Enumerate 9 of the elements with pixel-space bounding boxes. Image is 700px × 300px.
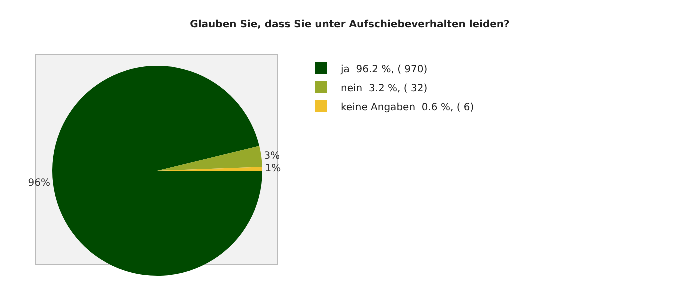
legend-label: keine Angaben 0.6 %, ( 6) bbox=[341, 102, 474, 114]
pie-slice bbox=[52, 66, 262, 276]
data-label: 1% bbox=[265, 164, 282, 175]
data-label: 3% bbox=[264, 150, 280, 162]
legend-label: ja 96.2 %, ( 970) bbox=[340, 64, 428, 76]
chart-title: Glauben Sie, dass Sie unter Aufschiebeverhalten leiden? bbox=[190, 20, 510, 30]
pie-slice bbox=[158, 146, 262, 171]
legend-label: nein 3.2 %, ( 32) bbox=[341, 83, 428, 94]
data-label: 96% bbox=[28, 178, 50, 190]
